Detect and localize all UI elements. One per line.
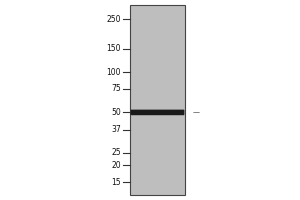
Text: 37: 37 [111, 125, 121, 134]
Text: 250: 250 [106, 15, 121, 24]
Text: 25: 25 [111, 148, 121, 157]
Text: —: — [193, 109, 200, 115]
Text: 100: 100 [106, 68, 121, 77]
Text: 15: 15 [111, 178, 121, 187]
Text: 20: 20 [111, 161, 121, 170]
Text: 50: 50 [111, 108, 121, 117]
Text: 75: 75 [111, 84, 121, 93]
Text: 150: 150 [106, 44, 121, 53]
Text: kDa: kDa [112, 0, 127, 1]
